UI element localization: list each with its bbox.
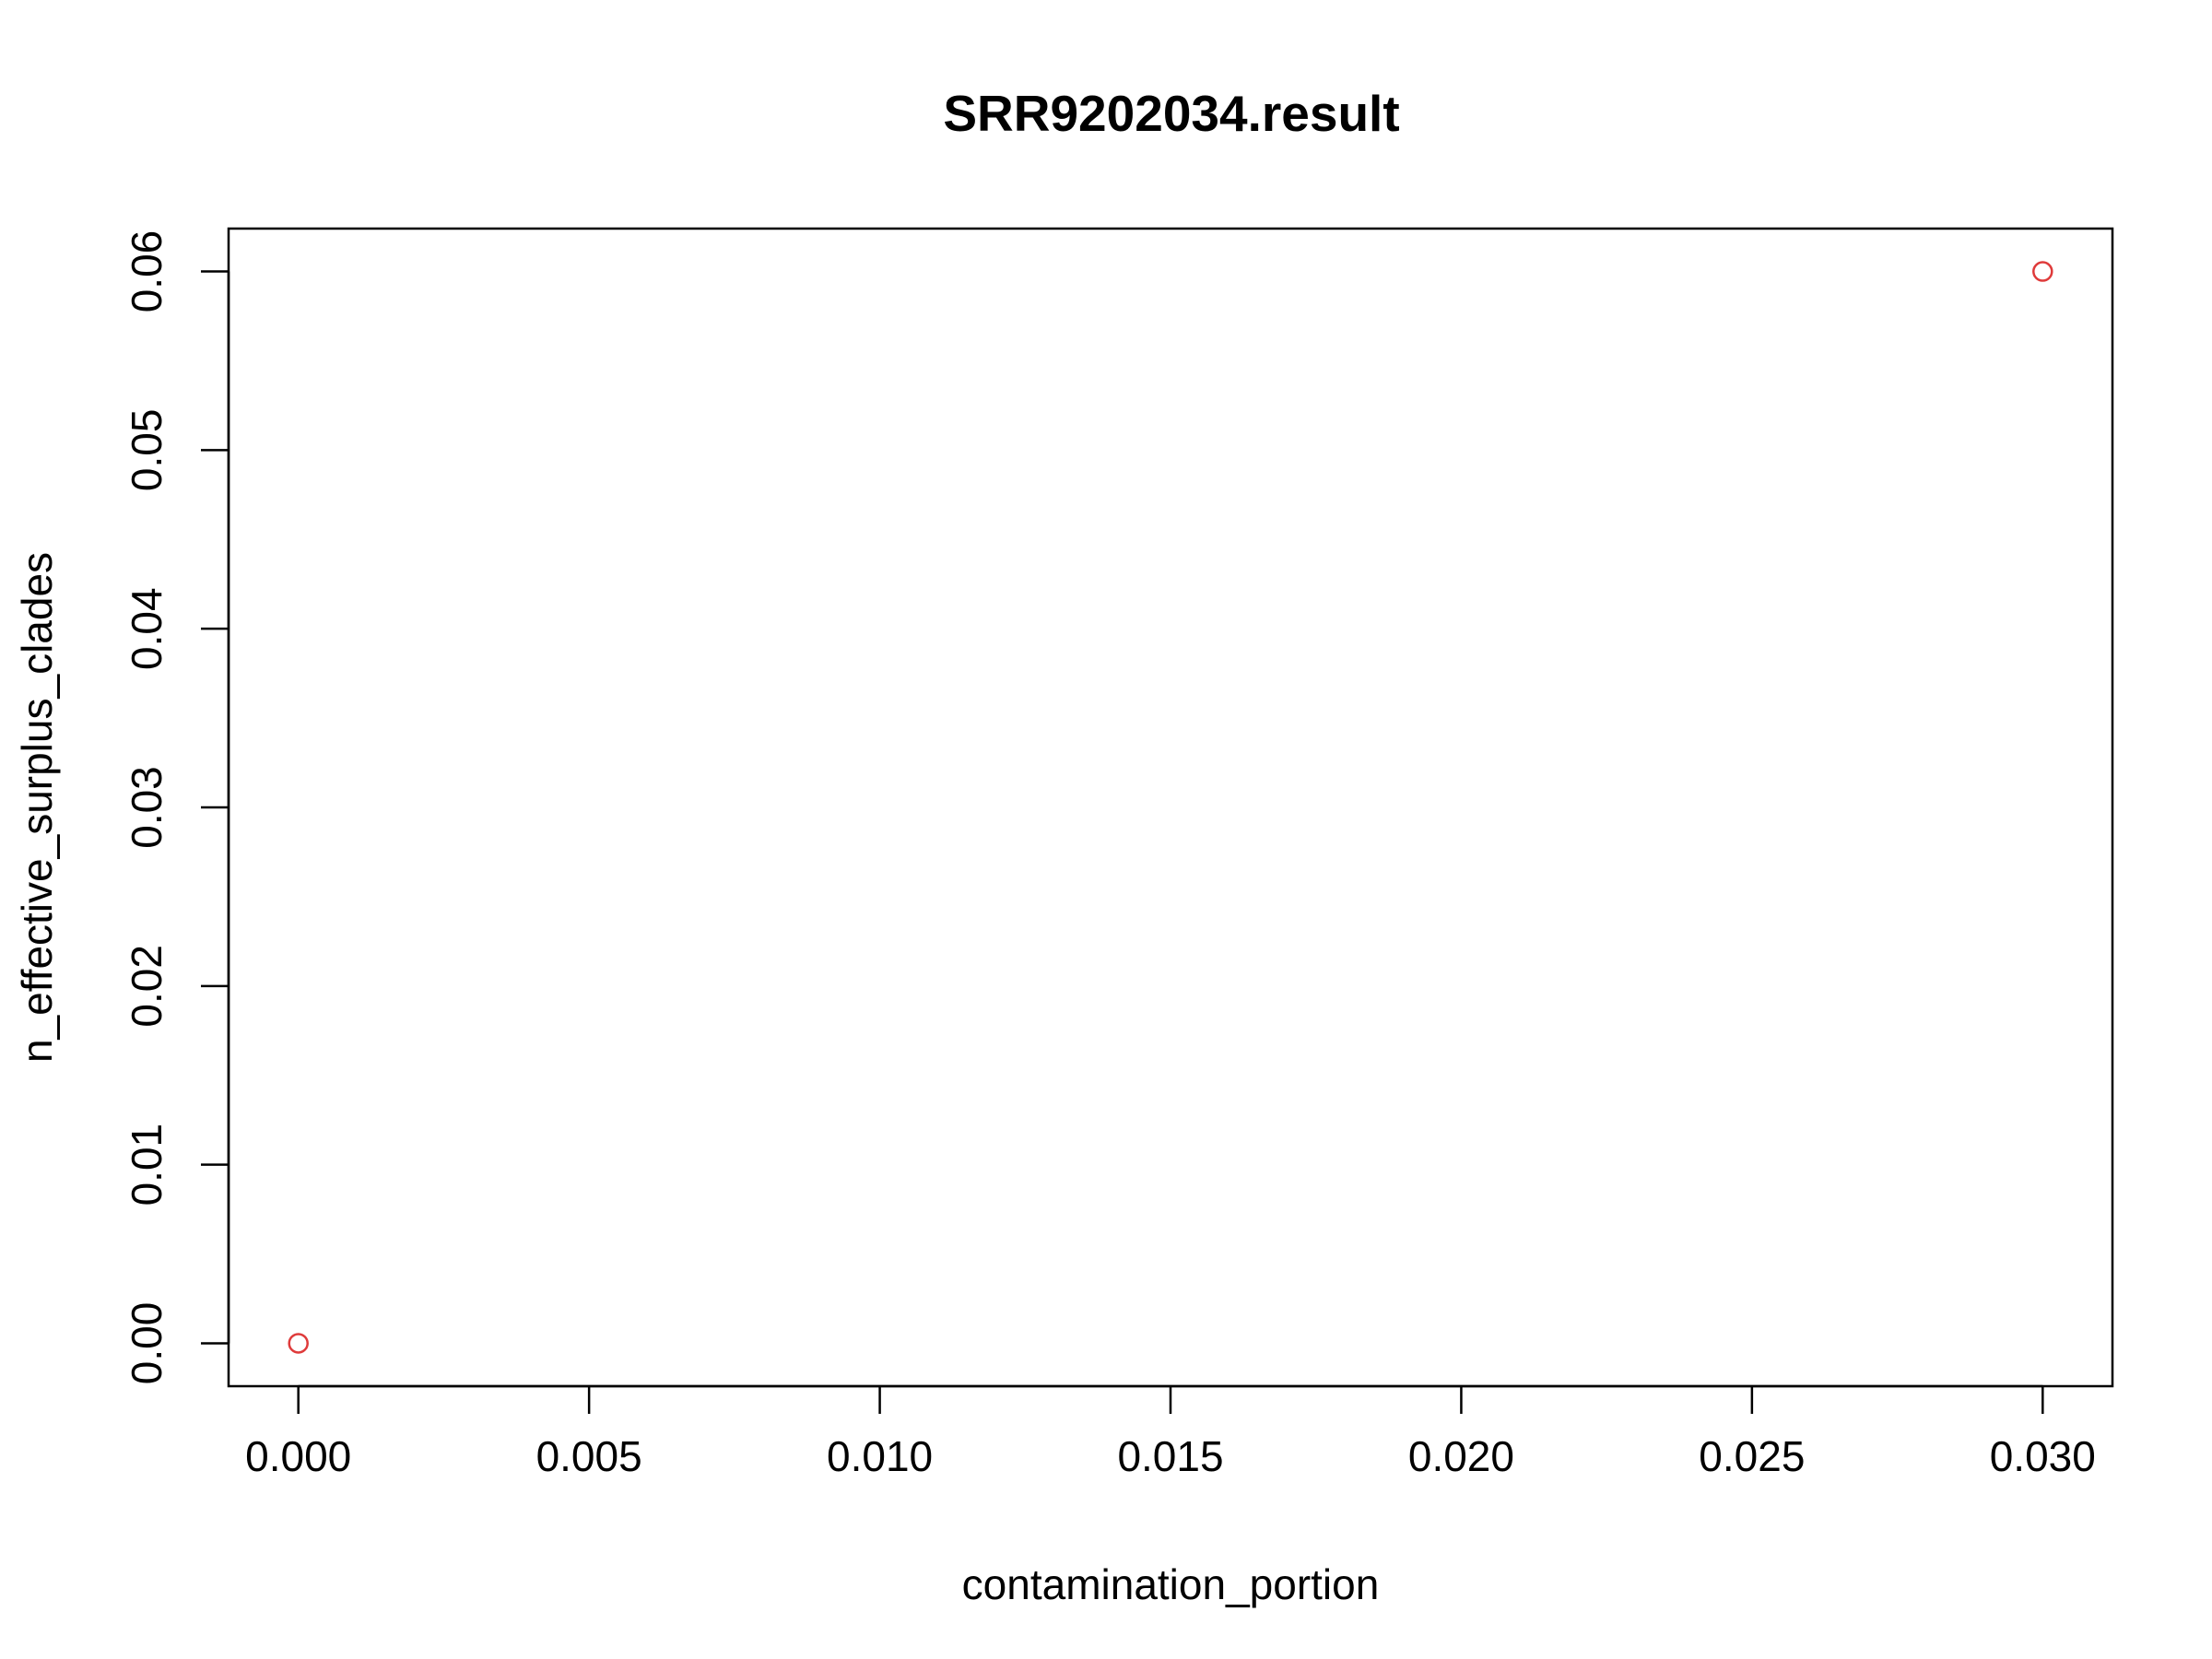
y-axis: 0.00 0.01 0.02 0.03 0.04 0.05 0.06 — [123, 230, 230, 1385]
y-tick-label: 0.03 — [123, 766, 171, 849]
data-points — [288, 261, 2053, 1354]
y-tick-label: 0.01 — [123, 1124, 171, 1206]
y-axis-label: n_effective_surplus_clades — [13, 552, 61, 1063]
y-tick-label: 0.00 — [123, 1302, 171, 1385]
y-tick-label: 0.06 — [123, 230, 171, 313]
x-tick-label: 0.025 — [1699, 1432, 1805, 1480]
x-axis-label: contamination_portion — [962, 1560, 1380, 1608]
x-tick-label: 0.015 — [1117, 1432, 1223, 1480]
x-tick-label: 0.005 — [536, 1432, 642, 1480]
x-axis: 0.000 0.005 0.010 0.015 0.020 0.025 0.030 — [245, 1384, 2096, 1480]
chart-title: SRR9202034.result — [943, 85, 1399, 142]
x-tick-label: 0.010 — [827, 1432, 933, 1480]
data-point — [2032, 261, 2053, 282]
x-tick-label: 0.000 — [245, 1432, 351, 1480]
y-tick-label: 0.05 — [123, 409, 171, 492]
x-tick-label: 0.020 — [1408, 1432, 1514, 1480]
data-point — [288, 1333, 309, 1354]
plot-area — [227, 227, 2114, 1388]
x-tick-label: 0.030 — [1990, 1432, 2096, 1480]
y-tick-label: 0.04 — [123, 587, 171, 670]
y-tick-label: 0.02 — [123, 945, 171, 1028]
